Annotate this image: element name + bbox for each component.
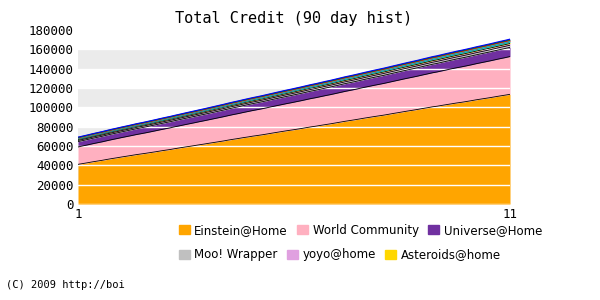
Bar (78, 30, 510, 49)
Bar (78, 185, 510, 204)
Bar (78, 127, 510, 146)
Text: (C) 2009 http://boi: (C) 2009 http://boi (6, 280, 125, 290)
Legend: Moo! Wrapper, yoyo@home, Asteroids@home: Moo! Wrapper, yoyo@home, Asteroids@home (179, 248, 501, 261)
Bar (78, 49, 510, 69)
Bar (78, 88, 510, 107)
Bar (78, 107, 510, 127)
Title: Total Credit (90 day hist): Total Credit (90 day hist) (175, 11, 413, 26)
Bar (78, 69, 510, 88)
Bar (78, 165, 510, 185)
Bar (78, 146, 510, 165)
